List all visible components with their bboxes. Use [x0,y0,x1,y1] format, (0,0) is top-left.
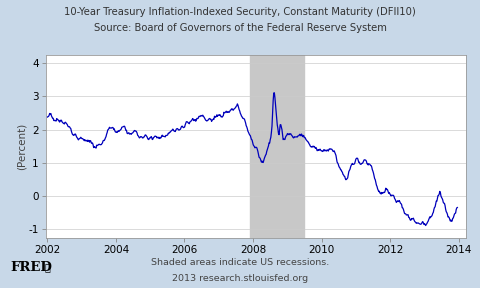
Text: 10-Year Treasury Inflation-Indexed Security, Constant Maturity (DFII10): 10-Year Treasury Inflation-Indexed Secur… [64,7,416,17]
Y-axis label: (Percent): (Percent) [17,122,27,170]
Text: Shaded areas indicate US recessions.: Shaded areas indicate US recessions. [151,258,329,267]
Text: 📈: 📈 [44,262,50,272]
Text: 2013 research.stlouisfed.org: 2013 research.stlouisfed.org [172,274,308,283]
Bar [250,55,304,238]
Text: Source: Board of Governors of the Federal Reserve System: Source: Board of Governors of the Federa… [94,23,386,33]
Text: FRED: FRED [11,261,52,274]
